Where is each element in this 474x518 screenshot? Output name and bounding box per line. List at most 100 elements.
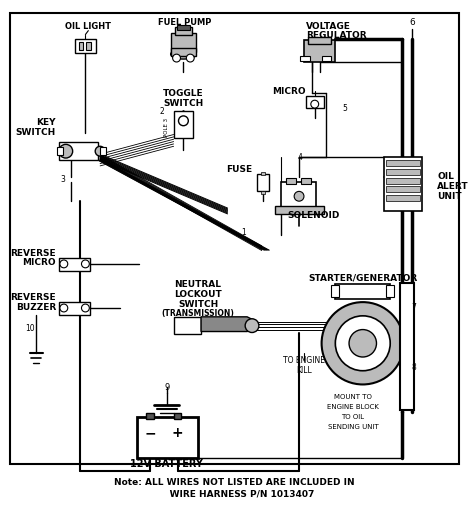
- Text: KILL: KILL: [296, 366, 312, 375]
- Text: OIL: OIL: [437, 172, 454, 181]
- Text: ENGINE BLOCK: ENGINE BLOCK: [327, 404, 379, 410]
- Text: 12V BATTERY: 12V BATTERY: [130, 459, 203, 469]
- Text: (TRANSMISSION): (TRANSMISSION): [162, 309, 235, 319]
- Bar: [286, 178, 296, 183]
- Text: 2: 2: [159, 107, 164, 116]
- Bar: [274, 206, 324, 214]
- Bar: [304, 40, 335, 62]
- Text: ALERT: ALERT: [437, 182, 469, 191]
- Bar: [300, 56, 310, 61]
- Circle shape: [335, 316, 390, 371]
- Bar: [10, 13, 459, 464]
- Bar: [74, 39, 96, 53]
- Bar: [171, 33, 196, 52]
- Circle shape: [173, 54, 181, 62]
- Text: TO ENGINE: TO ENGINE: [283, 356, 325, 365]
- Bar: [386, 169, 419, 175]
- Bar: [321, 56, 331, 61]
- Text: 4: 4: [298, 153, 302, 162]
- Bar: [386, 285, 394, 297]
- Text: 1: 1: [241, 228, 246, 237]
- Polygon shape: [201, 317, 255, 332]
- Text: 8: 8: [412, 363, 417, 372]
- Bar: [257, 174, 269, 191]
- Bar: [261, 191, 265, 194]
- Bar: [173, 317, 201, 335]
- Text: 3: 3: [60, 175, 65, 184]
- Text: 9: 9: [164, 383, 169, 392]
- Bar: [146, 413, 154, 419]
- Bar: [57, 147, 63, 155]
- Text: MOUNT TO: MOUNT TO: [334, 394, 372, 400]
- Bar: [174, 27, 192, 35]
- Bar: [100, 147, 106, 155]
- Bar: [306, 96, 324, 108]
- Bar: [261, 172, 265, 175]
- Text: NEUTRAL: NEUTRAL: [174, 280, 222, 289]
- Text: 6: 6: [409, 18, 415, 27]
- Bar: [386, 178, 419, 183]
- Text: REVERSE: REVERSE: [10, 293, 56, 301]
- Circle shape: [294, 191, 304, 201]
- Text: −: −: [144, 426, 156, 440]
- Bar: [59, 142, 98, 160]
- Text: KEY: KEY: [36, 118, 56, 127]
- Circle shape: [349, 329, 376, 357]
- Bar: [173, 111, 193, 138]
- Text: REGULATOR: REGULATOR: [306, 31, 366, 40]
- Bar: [331, 285, 339, 297]
- Text: SWITCH: SWITCH: [163, 98, 203, 108]
- Circle shape: [245, 319, 259, 333]
- Ellipse shape: [171, 49, 196, 59]
- Bar: [335, 284, 390, 299]
- Text: BUZZER: BUZZER: [16, 303, 56, 311]
- Circle shape: [186, 54, 194, 62]
- Circle shape: [82, 260, 89, 268]
- Bar: [86, 42, 91, 50]
- Circle shape: [59, 145, 73, 158]
- Bar: [137, 417, 198, 458]
- Bar: [386, 195, 419, 201]
- Bar: [386, 186, 419, 192]
- Text: LOCKOUT: LOCKOUT: [174, 290, 222, 299]
- Circle shape: [95, 146, 105, 156]
- Text: +: +: [172, 426, 183, 440]
- Text: WIRE HARNESS P/N 1013407: WIRE HARNESS P/N 1013407: [154, 490, 315, 499]
- Bar: [171, 48, 196, 56]
- Bar: [282, 182, 316, 211]
- Circle shape: [179, 116, 188, 126]
- Bar: [308, 36, 331, 45]
- Text: MICRO: MICRO: [22, 258, 56, 267]
- Bar: [176, 25, 190, 30]
- Text: POLE 3: POLE 3: [164, 118, 169, 137]
- Text: FUEL PUMP: FUEL PUMP: [158, 18, 211, 27]
- Bar: [301, 178, 311, 183]
- Text: 7: 7: [412, 303, 417, 311]
- Text: 10: 10: [25, 324, 34, 333]
- Text: STARTER/GENERATOR: STARTER/GENERATOR: [308, 273, 418, 282]
- Circle shape: [321, 302, 404, 384]
- Bar: [386, 160, 419, 166]
- Text: REVERSE: REVERSE: [10, 249, 56, 257]
- Circle shape: [311, 100, 319, 108]
- Text: UNIT: UNIT: [437, 192, 462, 201]
- Text: OIL LIGHT: OIL LIGHT: [65, 22, 111, 31]
- Text: SWITCH: SWITCH: [16, 128, 56, 137]
- Bar: [79, 42, 83, 50]
- Circle shape: [82, 304, 89, 312]
- Text: FUSE: FUSE: [226, 165, 252, 175]
- Bar: [59, 302, 91, 315]
- Text: VOLTAGE: VOLTAGE: [306, 22, 351, 31]
- Text: 5: 5: [343, 104, 347, 112]
- Text: TOGGLE: TOGGLE: [163, 89, 204, 98]
- Bar: [173, 413, 182, 419]
- Text: Note: ALL WIRES NOT LISTED ARE INCLUDED IN: Note: ALL WIRES NOT LISTED ARE INCLUDED …: [114, 478, 355, 487]
- Text: SWITCH: SWITCH: [178, 299, 218, 309]
- Text: SOLENOID: SOLENOID: [288, 211, 340, 220]
- Text: TO OIL: TO OIL: [341, 414, 365, 420]
- Bar: [59, 258, 91, 271]
- Text: MICRO: MICRO: [272, 87, 306, 96]
- Circle shape: [60, 260, 68, 268]
- Bar: [400, 282, 414, 410]
- Text: SENDING UNIT: SENDING UNIT: [328, 424, 378, 429]
